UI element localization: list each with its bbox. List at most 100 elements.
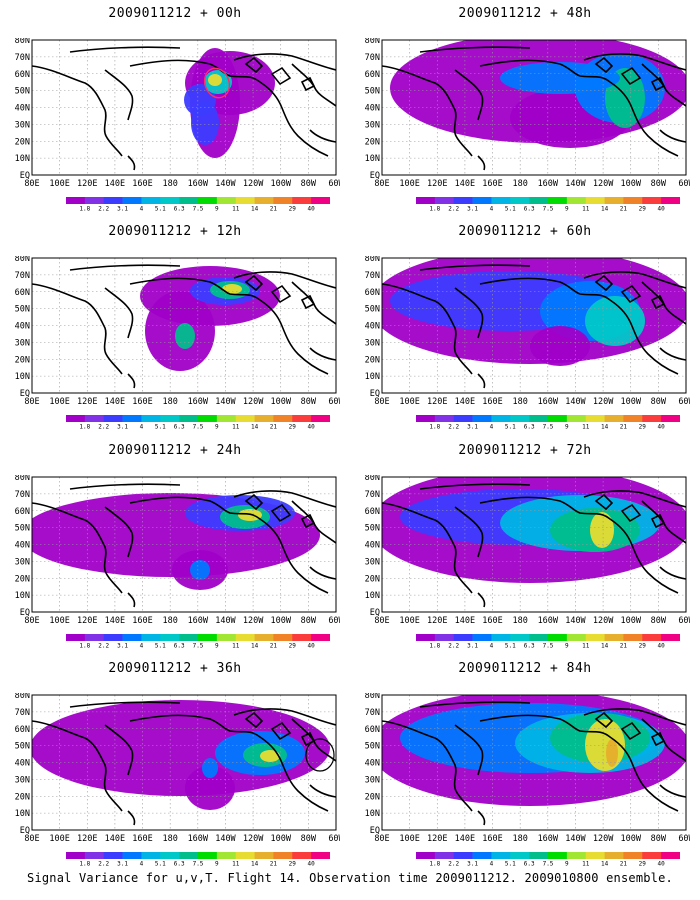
colorbar-label: 29 [289, 424, 297, 430]
variance-shade [260, 750, 280, 762]
panel-36h: 2009011212 + 36h 80E 100E 120E 140E 160E 180 1… [10, 655, 340, 870]
lat-tick-label: 70N [365, 53, 380, 63]
colorbar-swatch [472, 634, 492, 641]
lon-tick-label: 160E [132, 834, 152, 844]
lon-tick-label: 140W [215, 397, 236, 407]
lon-tick-label: 80E [374, 397, 389, 407]
colorbar-label: 21 [620, 861, 628, 867]
coastline [454, 724, 484, 776]
colorbar-label: 29 [639, 424, 647, 430]
colorbar-swatch [122, 197, 142, 204]
colorbar-swatch [510, 415, 530, 422]
lon-tick-label: 120W [243, 834, 264, 844]
colorbar-swatch [529, 197, 549, 204]
lat-tick-label: 50N [365, 524, 380, 534]
panel-48h: 2009011212 + 48h 80E 100E 120E 140E 160E 180 1… [360, 0, 690, 215]
coastline [382, 720, 473, 812]
colorbar-swatch [661, 634, 680, 641]
panel-84h: 2009011212 + 84h 80E 100E 120E 140E 160E 180 1… [360, 655, 690, 870]
lat-tick-label: 60N [365, 288, 380, 298]
colorbar-swatch [292, 852, 312, 859]
colorbar-label: 14 [251, 861, 259, 867]
colorbar-swatch [491, 197, 511, 204]
colorbar-swatch [585, 852, 605, 859]
coastline [233, 271, 336, 289]
lat-tick-label: 30N [365, 338, 380, 348]
colorbar-swatch [642, 197, 662, 204]
coastline [594, 493, 614, 511]
map-frame [381, 257, 687, 394]
lat-tick-label: 10N [15, 591, 30, 601]
map: 80E 100E 120E 140E 160E 180 160W 140W 120W 100W 80… [365, 256, 690, 407]
colorbar-swatch [311, 634, 330, 641]
colorbar-swatch [235, 852, 255, 859]
lat-tick-label: 80N [365, 693, 380, 701]
colorbar-swatch [84, 634, 105, 641]
coastline [594, 274, 614, 292]
colorbar-swatch [311, 197, 330, 204]
colorbar-swatch [453, 415, 473, 422]
colorbar-swatch [416, 634, 436, 641]
lon-tick-label: 100W [270, 397, 291, 407]
lon-tick-label: 180 [513, 397, 528, 407]
lon-tick-label: 80W [301, 397, 317, 407]
coastline [129, 59, 329, 157]
colorbar-label: 14 [601, 206, 609, 212]
lon-tick-label: 80W [301, 834, 317, 844]
coastline [104, 724, 134, 776]
colorbar-label: 29 [639, 643, 647, 649]
colorbar-swatch [566, 852, 587, 859]
lat-tick-label: 40N [365, 104, 380, 114]
lat-tick-label: 80N [365, 38, 380, 46]
colorbar-swatch [179, 415, 199, 422]
coastline [104, 69, 134, 121]
colorbar-label: 1.8 [429, 861, 440, 867]
colorbar-label: 40 [658, 861, 666, 867]
coastline [650, 76, 666, 92]
colorbar-swatch [160, 634, 180, 641]
lat-tick-label: EQ [370, 608, 380, 618]
variance-shade [202, 758, 218, 778]
colorbar-label: 29 [289, 643, 297, 649]
lat-tick-label: 40N [15, 759, 30, 769]
lon-tick-label: 100E [49, 179, 69, 189]
colorbar-swatch [160, 415, 180, 422]
colorbar-swatch [623, 197, 643, 204]
lat-tick-label: 60N [15, 288, 30, 298]
map: 80E 100E 120E 140E 160E 180 160W 140W 120W 100W 80… [15, 693, 340, 844]
colorbar-label: 1.8 [79, 643, 90, 649]
coastline [233, 490, 336, 508]
colorbar-label: 4 [490, 861, 494, 867]
colorbar-swatch [416, 415, 436, 422]
colorbar-swatch [198, 852, 218, 859]
colorbar-label: 9 [565, 861, 569, 867]
coastline [291, 63, 336, 107]
colorbar-swatch [66, 415, 86, 422]
colorbar-label: 9 [565, 206, 569, 212]
lon-tick-label: 160E [482, 616, 502, 626]
panel-24h: 2009011212 + 24h 80E 100E 120E 140E 160E 180 1… [10, 437, 340, 652]
coastline [244, 493, 264, 511]
variance-shade [190, 560, 210, 580]
colorbar-label: 4 [140, 861, 144, 867]
colorbar-swatch [179, 634, 199, 641]
colorbar-swatch [434, 852, 455, 859]
colorbar-label: 2.2 [98, 861, 109, 867]
coastline [479, 277, 679, 375]
lon-tick-label: 100E [399, 397, 419, 407]
lon-tick-label: 100E [49, 397, 69, 407]
coastline [454, 69, 484, 121]
lon-tick-label: 60W [328, 834, 340, 844]
lon-tick-label: 120W [243, 179, 264, 189]
lat-tick-label: 10N [365, 154, 380, 164]
lon-tick-label: 100E [399, 834, 419, 844]
lon-tick-label: 160W [538, 397, 559, 407]
lat-tick-label: 20N [365, 792, 380, 802]
lat-tick-label: 30N [15, 120, 30, 130]
lon-tick-label: 80W [651, 397, 667, 407]
colorbar-label: 11 [232, 643, 240, 649]
colorbar-label: 29 [639, 861, 647, 867]
colorbar-swatch [566, 415, 587, 422]
lon-tick-label: 180 [513, 179, 528, 189]
colorbar-swatch [510, 634, 530, 641]
